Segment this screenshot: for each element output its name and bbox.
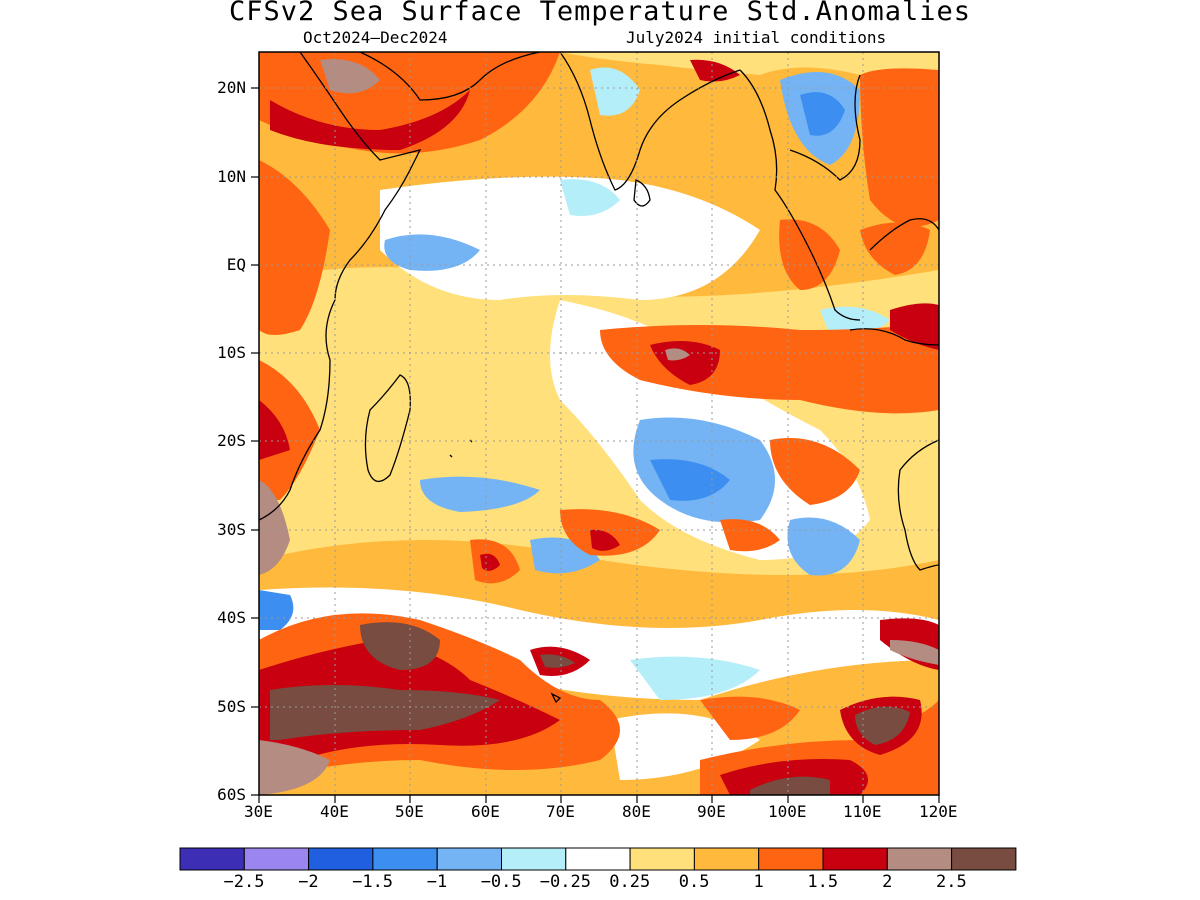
colorbar-tick-label: −0.5: [480, 872, 522, 892]
lon-label: 120E: [919, 802, 958, 821]
lat-label: 20N: [217, 78, 246, 97]
colorbar-tick-label: −0.25: [539, 872, 591, 892]
subtitle-period: Oct2024–Dec2024: [303, 28, 448, 47]
lon-label: 100E: [768, 802, 807, 821]
colorbar-swatch: [436, 847, 503, 871]
colorbar-swatch: [629, 847, 695, 871]
colorbar-swatch: [243, 847, 310, 871]
lat-label: 40S: [217, 608, 246, 627]
colorbar-tick-label: 2.5: [936, 872, 967, 892]
lat-label: 50S: [217, 697, 246, 716]
lat-label: 60S: [217, 785, 246, 804]
lat-label: 10S: [217, 343, 246, 362]
colorbar-tick-label: −2.5: [223, 872, 265, 892]
lat-label: EQ: [226, 255, 246, 274]
lon-label: 70E: [546, 802, 575, 821]
lon-label: 80E: [622, 802, 651, 821]
lon-label: 40E: [320, 802, 349, 821]
colorbar-tick-label: −2: [298, 872, 319, 892]
colorbar-swatch: [308, 847, 374, 871]
lat-label: 20S: [217, 431, 246, 450]
colorbar-swatch: [372, 847, 438, 871]
colorbar-tick-label: 1.5: [807, 872, 839, 892]
lat-label: 30S: [217, 520, 246, 539]
map-border: [258, 51, 940, 796]
colorbar-tick-label: −1.5: [352, 872, 394, 892]
colorbar-swatch: [886, 847, 953, 871]
colorbar-swatch: [501, 847, 567, 871]
colorbar-swatch: [179, 847, 245, 871]
lon-label: 110E: [843, 802, 882, 821]
lon-label: 60E: [471, 802, 500, 821]
colorbar-swatch: [822, 847, 888, 871]
colorbar-swatch: [565, 847, 631, 871]
subtitle-initial-conditions: July2024 initial conditions: [626, 28, 887, 47]
colorbar-swatch: [693, 847, 760, 871]
graticule: [259, 52, 939, 795]
anomaly-field: [259, 52, 939, 795]
colorbar-tick-label: 1: [753, 872, 764, 892]
colorbar-swatch: [758, 847, 824, 871]
colorbar-tick-label: 0.25: [609, 872, 651, 892]
colorbar-tick-label: 2: [882, 872, 893, 892]
colorbar-tick-label: −1: [426, 872, 448, 892]
colorbar-tick-label: 0.5: [678, 872, 710, 892]
colorbar: [179, 847, 1017, 871]
chart-title: CFSv2 Sea Surface Temperature Std.Anomal…: [229, 0, 971, 27]
colorbar-swatch: [951, 847, 1017, 871]
lon-label: 50E: [395, 802, 424, 821]
lon-label: 90E: [697, 802, 726, 821]
axis-ticks: [251, 87, 940, 803]
lon-label: 30E: [244, 802, 273, 821]
lat-label: 10N: [217, 167, 246, 186]
